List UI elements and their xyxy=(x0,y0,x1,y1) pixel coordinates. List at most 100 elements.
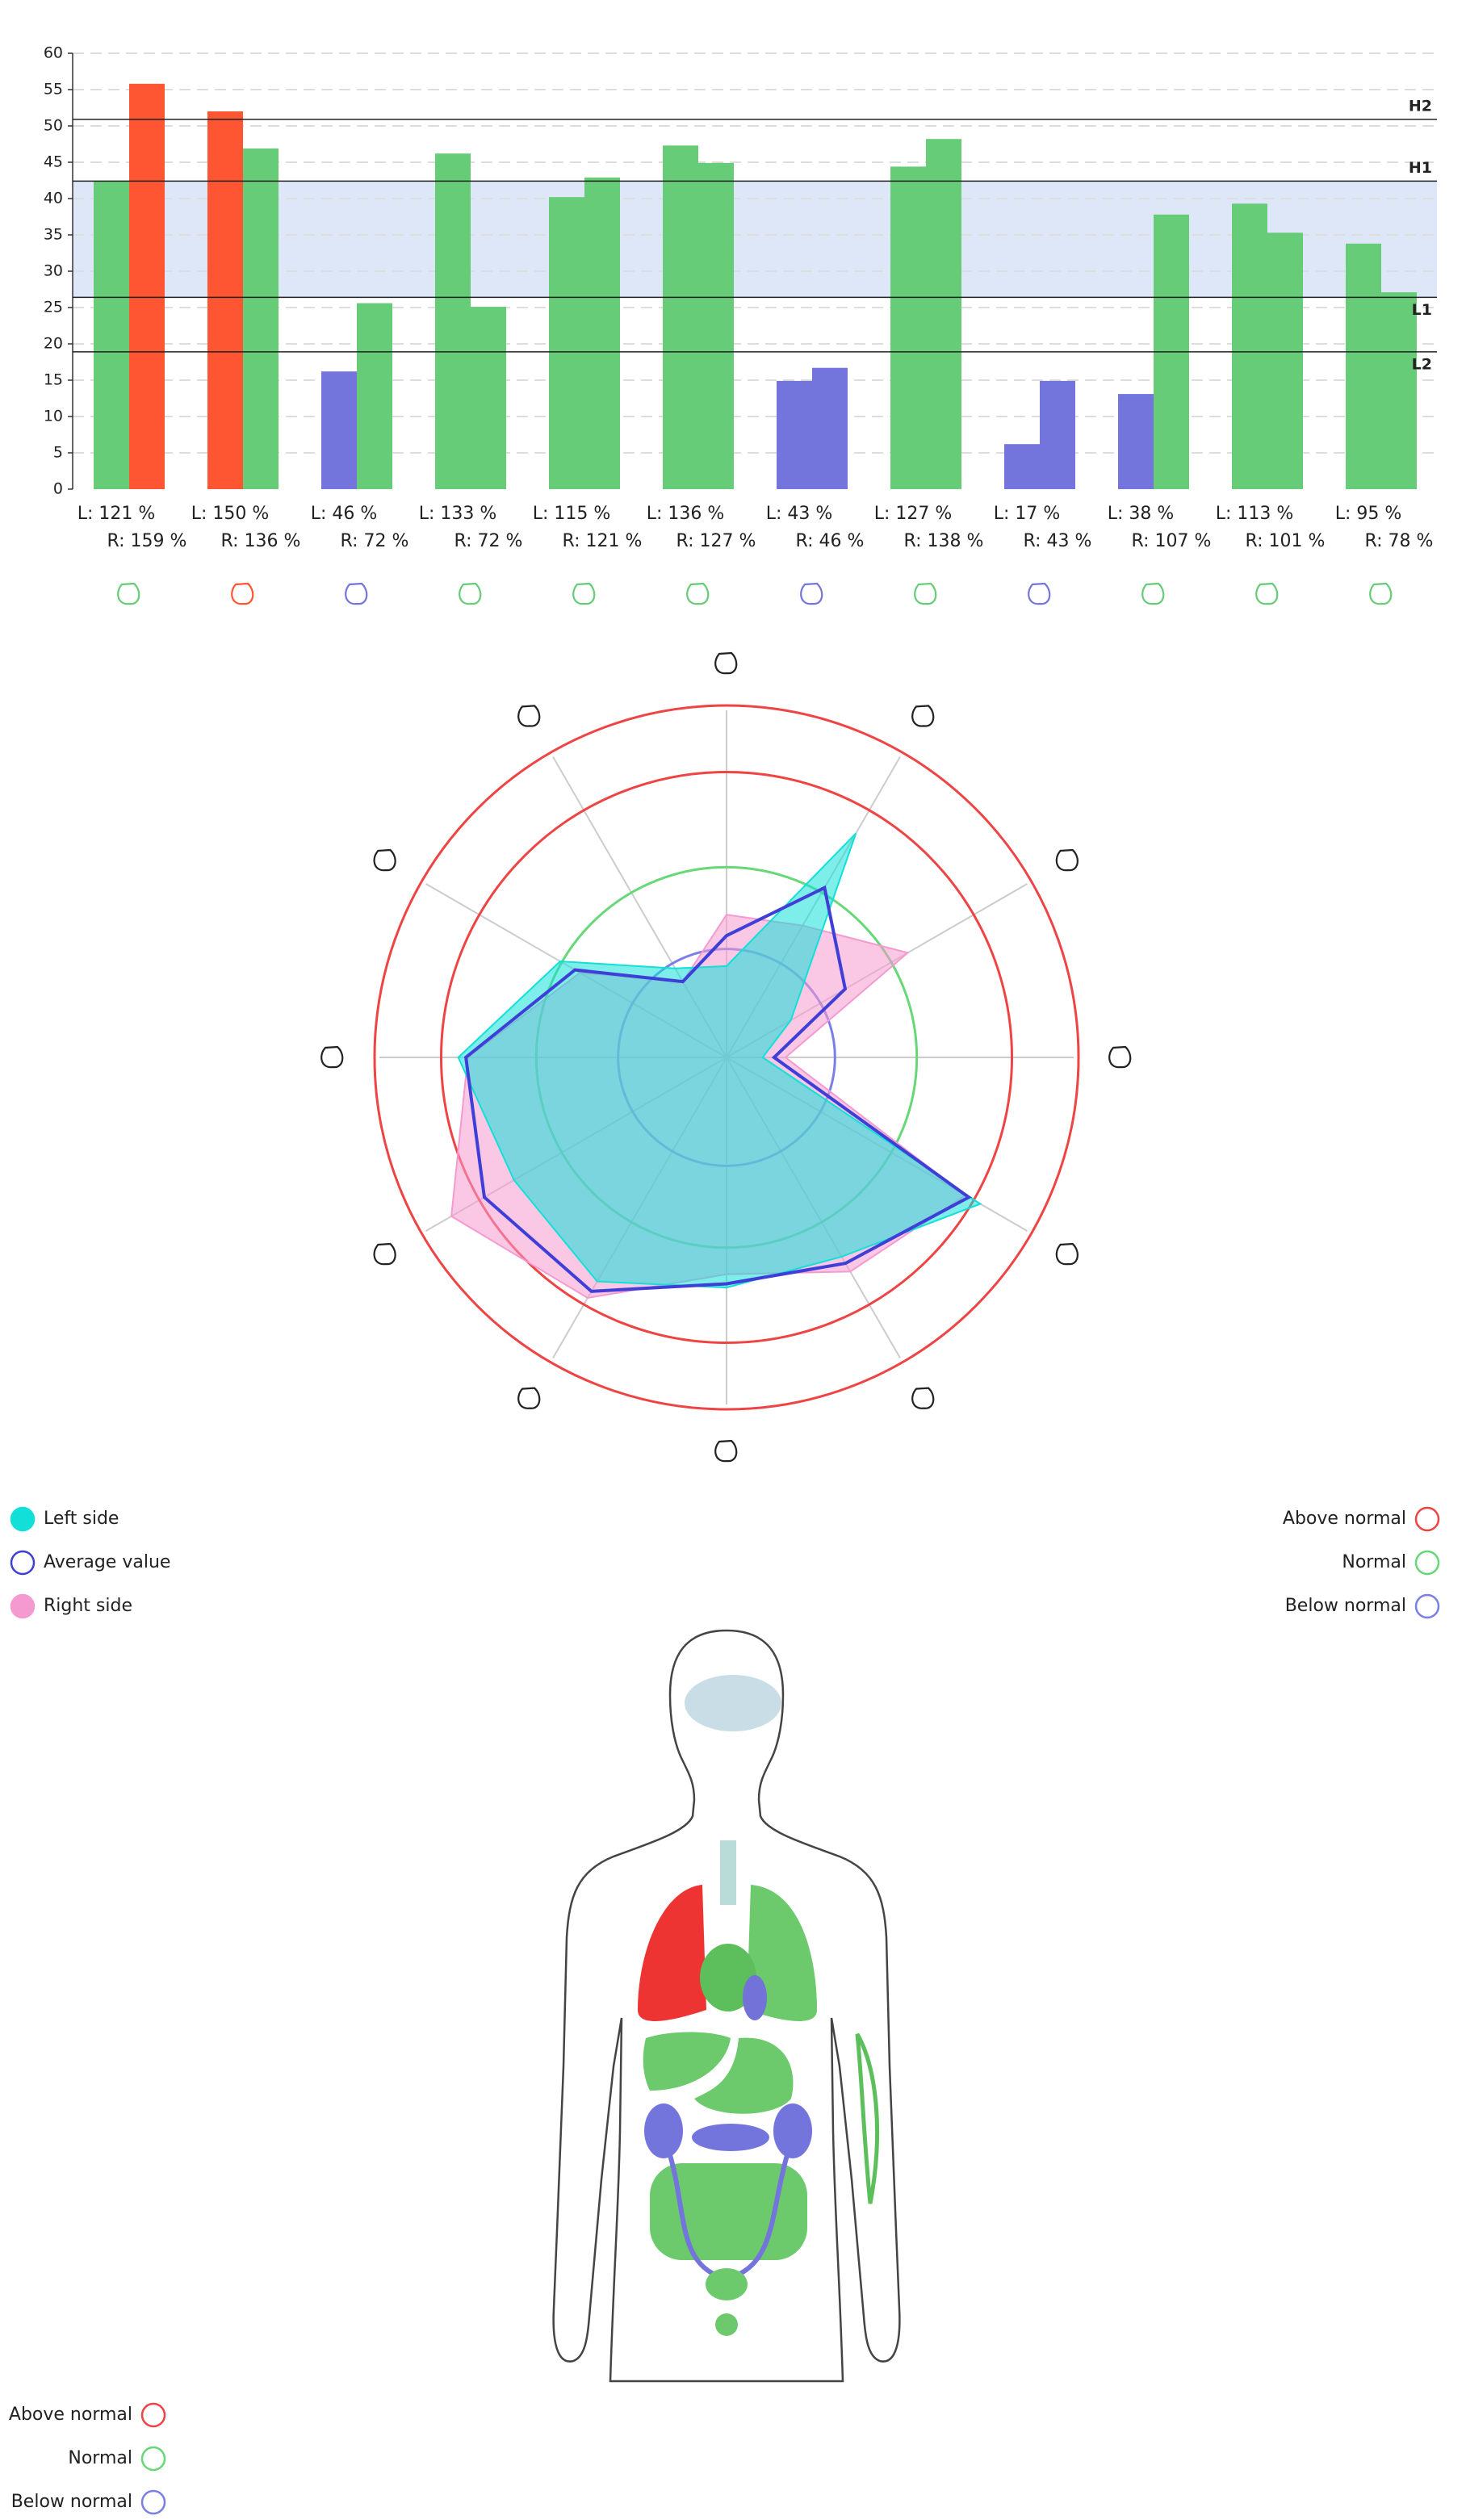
left-label: L: 133 % xyxy=(419,504,497,524)
legend-label: Normal xyxy=(68,2448,132,2468)
legend-label: Left side xyxy=(44,1509,119,1529)
right-label: R: 43 % xyxy=(1024,531,1092,551)
legend-label: Above normal xyxy=(1283,1509,1406,1529)
bar xyxy=(321,371,357,489)
left-label: L: 127 % xyxy=(874,504,953,524)
organ-icon xyxy=(232,584,253,604)
left-label: L: 136 % xyxy=(647,504,725,524)
y-tick-label: 20 xyxy=(44,335,63,353)
lung xyxy=(638,1885,706,2021)
right-label: R: 107 % xyxy=(1132,531,1212,551)
left-label: L: 17 % xyxy=(994,504,1061,524)
organ-icon xyxy=(915,584,936,604)
organ-icon xyxy=(518,1388,539,1409)
legend-marker xyxy=(11,1595,34,1618)
bar xyxy=(1381,292,1417,489)
legend-label: Below normal xyxy=(1285,1596,1406,1616)
legend-label: Right side xyxy=(44,1596,132,1616)
reference-label: H1 xyxy=(1409,159,1432,177)
organ-icon xyxy=(1028,584,1049,604)
kidney xyxy=(644,2103,683,2158)
bar xyxy=(698,163,734,489)
organ-icon xyxy=(1109,1047,1130,1067)
organ-icon xyxy=(715,653,736,673)
y-tick-label: 60 xyxy=(44,44,63,62)
organ-icon xyxy=(375,1244,396,1264)
right-label: R: 127 % xyxy=(676,531,756,551)
right-label: R: 121 % xyxy=(563,531,643,551)
organ-icon xyxy=(118,584,139,604)
bar xyxy=(94,181,129,489)
right-label: R: 72 % xyxy=(454,531,523,551)
bar xyxy=(812,368,848,489)
organ-icon xyxy=(912,705,933,726)
bar xyxy=(357,303,392,489)
y-tick-label: 45 xyxy=(44,153,63,171)
organ-icon xyxy=(687,584,708,604)
bar xyxy=(584,178,620,489)
bar xyxy=(471,307,506,489)
legend-marker xyxy=(11,1551,34,1574)
legend-label: Normal xyxy=(1342,1552,1406,1572)
legend-marker xyxy=(142,2447,165,2470)
bar xyxy=(777,381,812,489)
prostate xyxy=(715,2313,738,2336)
bar xyxy=(1232,203,1267,489)
y-tick-label: 5 xyxy=(53,444,63,462)
legend-label: Average value xyxy=(44,1552,170,1572)
reference-label: L1 xyxy=(1412,301,1432,319)
bar xyxy=(1267,232,1303,489)
y-tick-label: 10 xyxy=(44,408,63,425)
screen: 051015202530354045505560H2H1L1L2L: 121 %… xyxy=(0,0,1466,2517)
left-label: L: 113 % xyxy=(1216,504,1294,524)
bar xyxy=(549,197,584,489)
organ-icon xyxy=(518,705,539,726)
kidney xyxy=(773,2103,812,2158)
y-tick-label: 0 xyxy=(53,480,63,498)
legend-marker xyxy=(1416,1595,1439,1618)
y-tick-label: 25 xyxy=(44,299,63,316)
right-label: R: 72 % xyxy=(341,531,409,551)
right-label: R: 101 % xyxy=(1246,531,1326,551)
organ-icon xyxy=(1057,1244,1078,1264)
heart-part xyxy=(743,1975,767,2020)
right-label: R: 159 % xyxy=(107,531,187,551)
left-label: L: 115 % xyxy=(533,504,611,524)
trachea xyxy=(720,1840,736,1905)
bar xyxy=(1040,381,1075,489)
legend-marker xyxy=(1416,1508,1439,1530)
organ-icon xyxy=(1142,584,1163,604)
bar xyxy=(926,139,961,489)
y-tick-label: 55 xyxy=(44,81,63,98)
organ-icon xyxy=(715,1441,736,1461)
left-label: L: 38 % xyxy=(1108,504,1175,524)
brain xyxy=(685,1675,781,1731)
y-tick-label: 35 xyxy=(44,226,63,244)
organ-icon xyxy=(573,584,594,604)
nerve xyxy=(857,2034,878,2204)
page: 051015202530354045505560H2H1L1L2L: 121 %… xyxy=(0,0,1466,2520)
y-tick-label: 15 xyxy=(44,371,63,389)
legend-marker xyxy=(142,2491,165,2514)
bar xyxy=(207,111,243,489)
right-label: R: 136 % xyxy=(221,531,301,551)
organ-icon xyxy=(1256,584,1277,604)
organ-icon xyxy=(801,584,822,604)
organ-icon xyxy=(346,584,366,604)
legend-marker xyxy=(1416,1551,1439,1574)
bladder xyxy=(706,2268,748,2300)
organ-icon xyxy=(1370,584,1391,604)
bar xyxy=(1346,244,1381,489)
legend-marker xyxy=(142,2404,165,2426)
bar xyxy=(243,149,279,489)
y-tick-label: 30 xyxy=(44,262,63,280)
legend-marker xyxy=(11,1508,34,1530)
left-label: L: 43 % xyxy=(766,504,833,524)
left-label: L: 150 % xyxy=(191,504,270,524)
organ-icon xyxy=(1057,850,1078,870)
right-label: R: 46 % xyxy=(796,531,865,551)
liver xyxy=(643,2032,731,2091)
left-label: L: 46 % xyxy=(311,504,378,524)
y-tick-label: 50 xyxy=(44,117,63,135)
bar xyxy=(1118,394,1154,489)
